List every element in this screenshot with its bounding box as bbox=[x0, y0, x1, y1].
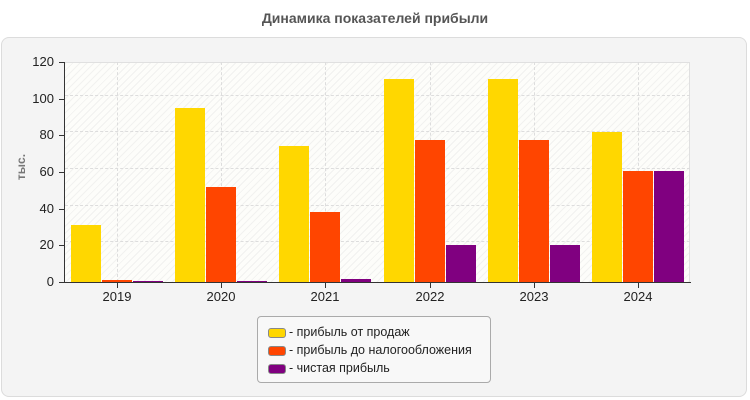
y-axis-title: тыс. bbox=[14, 153, 28, 181]
legend-swatch bbox=[268, 345, 286, 356]
y-tick bbox=[59, 282, 64, 283]
gridline-vertical bbox=[117, 62, 118, 282]
legend-label: - прибыль от продаж bbox=[289, 325, 410, 339]
gridline-horizontal bbox=[65, 131, 690, 132]
legend-item-pretax-profit[interactable]: - прибыль до налогообложения bbox=[268, 343, 472, 359]
bar[interactable] bbox=[519, 140, 549, 282]
bar[interactable] bbox=[384, 79, 414, 283]
bar[interactable] bbox=[592, 132, 622, 282]
bar[interactable] bbox=[279, 146, 309, 282]
x-tick bbox=[325, 283, 326, 288]
bar[interactable] bbox=[623, 171, 653, 282]
x-tick bbox=[638, 283, 639, 288]
gridline-vertical bbox=[221, 62, 222, 282]
bar[interactable] bbox=[175, 108, 205, 282]
y-tick bbox=[59, 172, 64, 173]
y-axis bbox=[64, 62, 65, 283]
x-tick bbox=[534, 283, 535, 288]
gridline-horizontal bbox=[65, 205, 690, 206]
y-tick bbox=[59, 135, 64, 136]
gridline-vertical bbox=[325, 62, 326, 282]
y-tick-label: 120 bbox=[32, 54, 54, 69]
y-tick-label: 20 bbox=[39, 237, 54, 252]
x-tick bbox=[117, 283, 118, 288]
bar[interactable] bbox=[415, 140, 445, 282]
x-tick-label: 2023 bbox=[519, 289, 549, 304]
bar[interactable] bbox=[102, 280, 132, 282]
y-tick-label: 60 bbox=[39, 164, 54, 179]
x-axis bbox=[64, 282, 691, 283]
bar[interactable] bbox=[341, 279, 371, 282]
bar[interactable] bbox=[446, 245, 476, 282]
y-tick-label: 40 bbox=[39, 201, 54, 216]
x-tick-label: 2024 bbox=[623, 289, 653, 304]
y-tick bbox=[59, 62, 64, 63]
gridline-horizontal bbox=[65, 168, 690, 169]
legend-item-sales-profit[interactable]: - прибыль от продаж bbox=[268, 325, 410, 341]
x-tick bbox=[430, 283, 431, 288]
gridline-horizontal bbox=[65, 95, 690, 96]
legend-swatch bbox=[268, 327, 286, 338]
plot-area bbox=[65, 62, 690, 282]
bar[interactable] bbox=[133, 281, 163, 282]
x-tick bbox=[221, 283, 222, 288]
bar[interactable] bbox=[71, 225, 101, 282]
legend-item-net-profit[interactable]: - чистая прибыль bbox=[268, 361, 390, 377]
y-tick-label: 0 bbox=[46, 274, 54, 289]
legend: - прибыль от продаж - прибыль до налогоо… bbox=[257, 316, 491, 383]
bar[interactable] bbox=[488, 79, 518, 283]
x-tick-label: 2019 bbox=[102, 289, 132, 304]
bar[interactable] bbox=[550, 245, 580, 282]
bar[interactable] bbox=[310, 212, 340, 282]
chart-title: Динамика показателей прибыли bbox=[261, 10, 489, 26]
y-tick-label: 100 bbox=[32, 91, 54, 106]
y-tick bbox=[59, 99, 64, 100]
legend-label: - чистая прибыль bbox=[289, 361, 390, 375]
y-tick bbox=[59, 209, 64, 210]
x-tick-label: 2020 bbox=[206, 289, 236, 304]
bar[interactable] bbox=[654, 171, 684, 282]
y-tick bbox=[59, 245, 64, 246]
legend-swatch bbox=[268, 363, 286, 374]
legend-label: - прибыль до налогообложения bbox=[289, 343, 472, 357]
gridline-horizontal bbox=[65, 241, 690, 242]
y-tick-label: 80 bbox=[39, 127, 54, 142]
x-tick-label: 2022 bbox=[415, 289, 445, 304]
bar[interactable] bbox=[237, 281, 267, 282]
bar[interactable] bbox=[206, 187, 236, 282]
x-tick-label: 2021 bbox=[310, 289, 340, 304]
